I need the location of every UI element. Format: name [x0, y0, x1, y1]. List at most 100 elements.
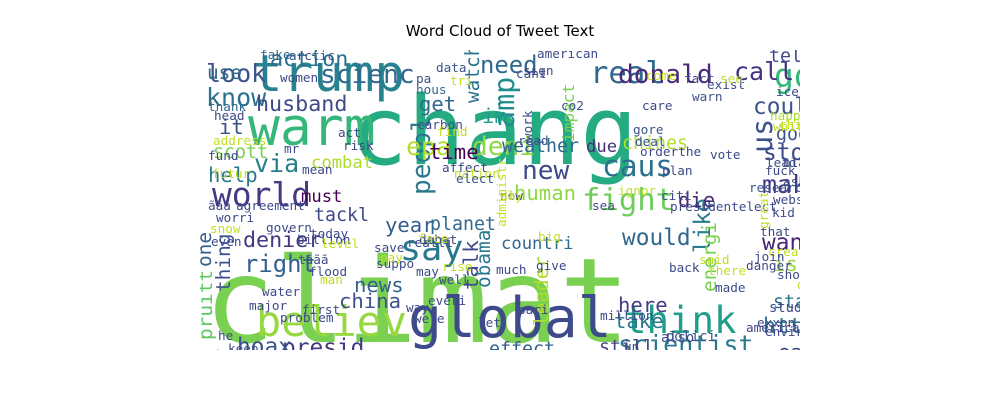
word-fuck: fuck: [765, 163, 796, 178]
word-state: state: [773, 292, 800, 313]
word-time: time: [429, 140, 479, 164]
word-glyph: ããã: [208, 198, 231, 213]
word-ignor: ignor: [618, 183, 657, 198]
word-everi: everi: [428, 293, 466, 308]
word-polici: polici: [666, 329, 716, 345]
word-made: made: [715, 280, 746, 295]
word-america: america: [746, 320, 799, 335]
word-white: white: [773, 119, 800, 134]
word-vote: vote: [710, 147, 741, 162]
word-show: show: [777, 267, 800, 282]
word-here: here: [618, 293, 668, 317]
word-that: that: [760, 224, 791, 239]
word-orderthe: orderthe: [640, 144, 701, 159]
word-want: want: [762, 230, 800, 256]
word-worri: worri: [216, 210, 254, 225]
word-could: could: [753, 94, 800, 120]
word-scott: scott: [213, 142, 268, 163]
word-problem: problem: [280, 310, 334, 325]
word-way: way: [406, 300, 429, 315]
word-mr: mr: [284, 141, 300, 156]
word-one: one: [200, 232, 216, 267]
word-flood: flood: [309, 264, 347, 279]
word-citi: citi: [661, 188, 692, 203]
word-denier: denier: [243, 228, 321, 253]
word-creat: creat: [768, 244, 800, 259]
word-women: women: [280, 70, 318, 85]
word-mean: mean: [302, 162, 333, 177]
word-rise: rise: [442, 259, 473, 274]
word-go: go: [774, 56, 800, 95]
word-peopl: peopl: [407, 116, 437, 195]
word-leader: leader: [530, 256, 553, 326]
word-today: today: [310, 226, 349, 241]
word-pay: pay: [380, 250, 403, 265]
word-un: un: [624, 339, 639, 350]
word-weather: weather: [502, 136, 579, 157]
word-day: day: [500, 188, 523, 203]
word-read: read: [518, 133, 549, 148]
word-websit: websit: [773, 192, 800, 207]
word-sea: sea: [592, 198, 615, 213]
word-thank: thank: [208, 99, 247, 114]
word-presid: presid: [282, 335, 364, 350]
word-big: big: [538, 229, 561, 244]
word-believ: believ: [256, 297, 407, 346]
word-husband: husband: [256, 92, 347, 117]
word-watch: watch: [461, 50, 484, 103]
word-kid: kid: [772, 205, 795, 220]
word-work: work: [520, 110, 535, 141]
word-pa: pa: [416, 71, 431, 86]
word-happen: happen: [770, 108, 800, 123]
word-elect: elect: [456, 171, 494, 186]
word-carbon: carbon: [417, 117, 463, 132]
word-new: new: [522, 156, 570, 186]
word-fact: fact: [684, 71, 715, 86]
word-energi: energi: [698, 222, 721, 292]
word-warn: warn: [692, 89, 723, 104]
word-good: good: [776, 124, 800, 145]
word-blame: blame: [783, 155, 800, 170]
word-well: well: [439, 272, 470, 287]
word-address: address: [213, 133, 266, 148]
word-al: al: [500, 188, 515, 203]
word-still: still: [599, 337, 654, 350]
word-caus: caus: [602, 149, 673, 183]
word-warm: warm: [248, 97, 376, 158]
word-american: american: [537, 50, 598, 61]
word-save: save: [374, 240, 405, 255]
word-agreement: agreement: [236, 198, 305, 213]
word-environ: environ: [765, 324, 800, 339]
word-deni: deni: [472, 132, 535, 162]
word-due: due: [586, 137, 617, 157]
word-tackl: tackl: [314, 205, 369, 226]
word-fight: fight: [582, 183, 674, 218]
word-man: man: [320, 272, 343, 287]
word-year: year: [385, 213, 435, 237]
word-scientist: scientist: [618, 330, 753, 350]
word-debat: debat: [419, 232, 457, 247]
word-let: let: [478, 315, 501, 330]
word-use: use: [207, 61, 242, 84]
word-deal: deal: [635, 134, 666, 149]
word-news: news: [354, 273, 404, 297]
word-major: major: [249, 298, 288, 313]
word-real: real: [590, 56, 664, 91]
word-see: see: [720, 71, 743, 86]
word-nation: nation: [454, 166, 500, 181]
word-great: great: [756, 191, 771, 229]
word-think: think: [624, 298, 737, 342]
word-right: right: [244, 250, 316, 278]
word-donald: donald: [618, 60, 713, 90]
word-co2: co2: [561, 98, 584, 113]
word-climat: climat: [204, 232, 630, 350]
word-futur: futur: [212, 166, 251, 181]
word-must: must: [301, 187, 342, 207]
word-effect: effect: [489, 339, 555, 350]
word-make: make: [762, 170, 800, 199]
word-face: face: [418, 231, 449, 246]
word-arctic: arctic: [289, 50, 335, 63]
word-amp: amp: [488, 77, 521, 128]
